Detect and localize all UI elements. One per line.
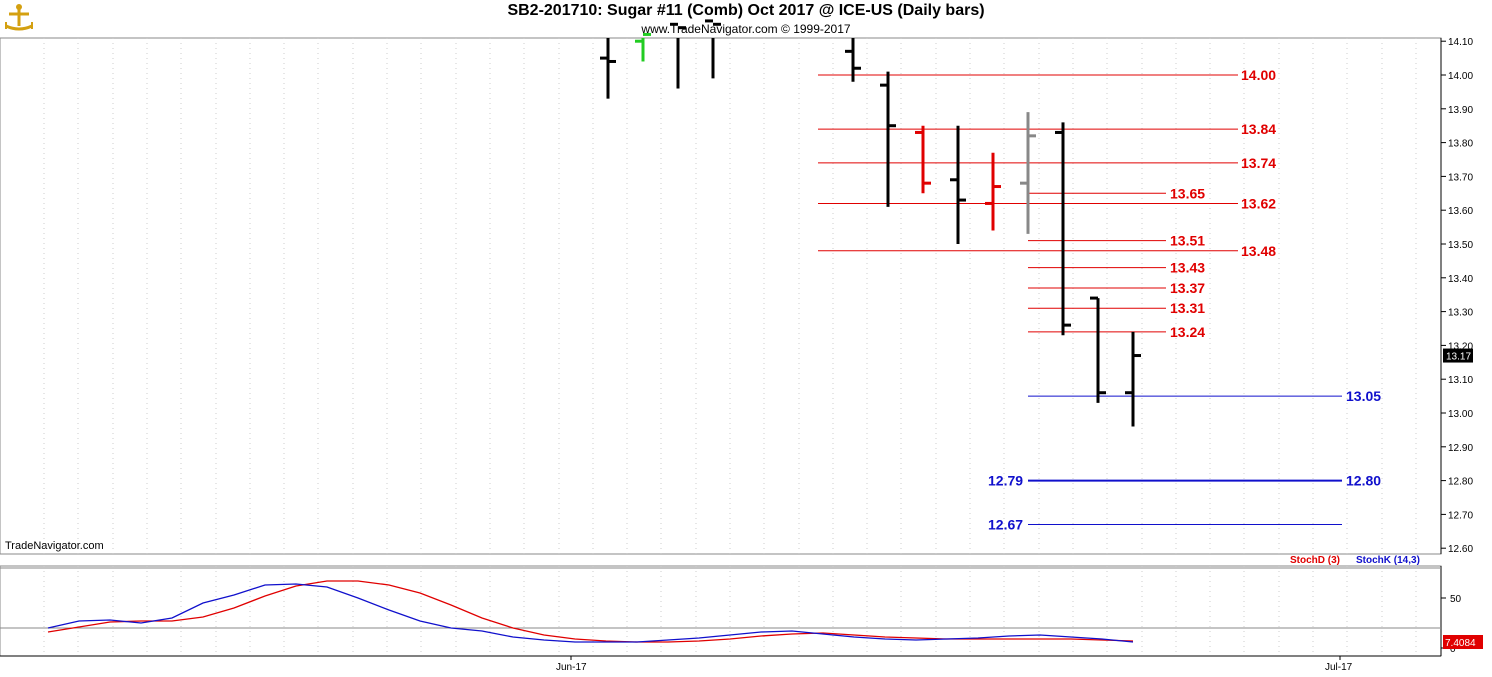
y-tick-label: 13.00 bbox=[1448, 409, 1473, 420]
y-tick-label: 13.30 bbox=[1448, 308, 1473, 319]
level-label: 13.74 bbox=[1241, 155, 1276, 171]
level-label: 13.84 bbox=[1241, 121, 1276, 137]
level-label: 14.00 bbox=[1241, 67, 1276, 83]
last-price-tag bbox=[1443, 348, 1473, 363]
stochastic-panel: 50 0 StochD (3) StochK (14,3) 7.4084 Jun-17 Ju… bbox=[0, 555, 1483, 673]
stoch-y-label: 50 bbox=[1450, 594, 1462, 605]
y-tick-label: 13.90 bbox=[1448, 105, 1473, 116]
level-label: 13.48 bbox=[1241, 243, 1276, 259]
y-tick-label: 13.70 bbox=[1448, 172, 1473, 183]
stoch-y-label: 0 bbox=[1450, 644, 1456, 655]
trade-navigator-logo-icon bbox=[2, 2, 36, 32]
chart-subtitle: www.TradeNavigator.com © 1999-2017 bbox=[641, 22, 851, 36]
y-tick-label: 13.10 bbox=[1448, 375, 1473, 386]
watermark-text: TradeNavigator.com bbox=[5, 540, 104, 552]
y-tick-label: 12.80 bbox=[1448, 477, 1473, 488]
y-tick-label: 12.90 bbox=[1448, 443, 1473, 454]
price-panel: 14.10 14.00 13.90 13.80 13.70 13.60 13.50 13.40… bbox=[0, 19, 1492, 555]
x-tick-label: Jun-17 bbox=[556, 662, 587, 673]
price-plot-area bbox=[0, 37, 1442, 555]
y-tick-label: 13.50 bbox=[1448, 240, 1473, 251]
chart-title: SB2-201710: Sugar #11 (Comb) Oct 2017 @ … bbox=[507, 2, 985, 19]
level-label: 13.43 bbox=[1170, 260, 1205, 276]
title-bar: SB2-201710: Sugar #11 (Comb) Oct 2017 @ … bbox=[0, 0, 1492, 36]
y-tick-label: 14.00 bbox=[1448, 71, 1473, 82]
legend-stochk: StochK (14,3) bbox=[1356, 555, 1420, 566]
y-tick-label: 12.60 bbox=[1448, 544, 1473, 555]
stoch-plot-area bbox=[0, 565, 1442, 657]
y-tick-label: 12.70 bbox=[1448, 510, 1473, 521]
level-label: 13.31 bbox=[1170, 300, 1205, 316]
x-tick-label: Jul-17 bbox=[1325, 662, 1353, 673]
stoch-series-line bbox=[47, 583, 1134, 643]
last-price-label: 13.17 bbox=[1446, 352, 1471, 363]
y-tick-label: 13.40 bbox=[1448, 274, 1473, 285]
level-left-label: 12.67 bbox=[988, 517, 1023, 533]
level-label: 12.80 bbox=[1346, 473, 1381, 489]
stoch-last-tag bbox=[1443, 635, 1483, 649]
y-tick-label: 13.80 bbox=[1448, 139, 1473, 150]
level-label: 13.51 bbox=[1170, 233, 1205, 249]
level-left-label: 12.79 bbox=[988, 473, 1023, 489]
y-tick-label: 13.60 bbox=[1448, 206, 1473, 217]
level-label: 13.05 bbox=[1346, 388, 1381, 404]
legend-stochd: StochD (3) bbox=[1290, 555, 1340, 566]
stoch-last-label: 7.4084 bbox=[1445, 638, 1476, 649]
level-label: 13.62 bbox=[1241, 195, 1276, 211]
level-label: 13.37 bbox=[1170, 280, 1205, 296]
price-axis-area bbox=[1441, 38, 1492, 554]
level-label: 13.65 bbox=[1170, 185, 1205, 201]
level-label: 13.24 bbox=[1170, 324, 1205, 340]
y-tick-label: 14.10 bbox=[1448, 37, 1473, 48]
y-tick-label: 13.20 bbox=[1448, 341, 1473, 352]
